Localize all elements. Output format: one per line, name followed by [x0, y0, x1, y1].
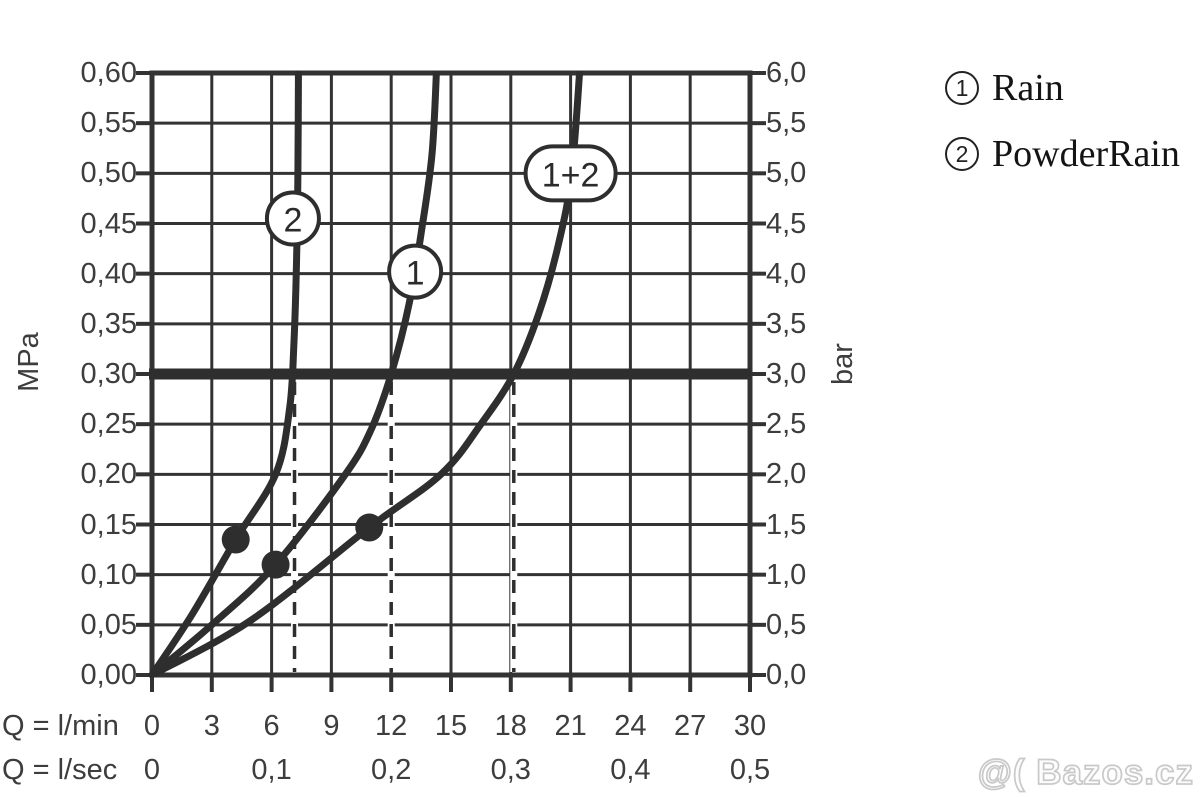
y-tick-label-mpa: 0,60 — [80, 57, 137, 89]
legend: 1 Rain 2 PowderRain — [945, 68, 1180, 200]
x-tick-label-lmin: 6 — [263, 710, 280, 742]
x-tick-label-lmin: 27 — [674, 710, 707, 742]
y-tick-label-bar: 2,0 — [766, 458, 807, 491]
y-tick-label-bar: 0,0 — [766, 659, 807, 691]
curves-group — [148, 70, 584, 678]
curve-rain — [148, 70, 440, 678]
x-tick-label-lsec: 0,4 — [610, 754, 651, 786]
y-tick-label-mpa: 0,35 — [80, 307, 137, 340]
legend-label-rain: Rain — [992, 67, 1064, 109]
data-point-marker — [221, 525, 250, 554]
data-point-marker — [355, 513, 384, 542]
x-tick-label-lmin: 12 — [375, 710, 408, 742]
x-tick-label-lsec: 0,2 — [371, 754, 412, 786]
y-tick-label-mpa: 0,45 — [80, 207, 137, 240]
y-tick-label-mpa: 0,00 — [80, 659, 137, 691]
x-tick-label-lmin: 24 — [614, 710, 647, 742]
y-tick-label-mpa: 0,50 — [80, 157, 137, 190]
y-tick-label-mpa: 0,15 — [80, 508, 137, 541]
y-tick-label-bar: 1,5 — [766, 508, 807, 541]
x-tick-label-lmin: 9 — [323, 710, 340, 742]
curve-label-text-1-2: 1+2 — [542, 156, 600, 194]
y-tick-label-mpa: 0,05 — [80, 608, 137, 641]
y-tick-label-mpa: 0,10 — [80, 558, 137, 591]
y-tick-label-bar: 5,0 — [766, 157, 807, 190]
x-tick-label-lsec: 0 — [143, 754, 161, 786]
y-axis-unit-mpa-label: MPa — [13, 332, 45, 392]
y-tick-label-bar: 2,5 — [766, 408, 807, 441]
x-tick-label-lsec: 0,3 — [490, 754, 531, 786]
y-tick-label-mpa: 0,30 — [80, 358, 137, 390]
x-tick-label-lsec: 0,1 — [251, 754, 292, 786]
curve-label-bubble-1 — [387, 243, 444, 300]
y-tick-label-mpa: 0,25 — [80, 408, 137, 441]
y-tick-label-mpa: 0,40 — [80, 257, 137, 290]
curve-powderrain — [148, 70, 302, 678]
y-tick-label-bar: 6,0 — [766, 57, 807, 89]
legend-label-powderrain: PowderRain — [992, 133, 1180, 175]
legend-item-powderrain: 2 PowderRain — [945, 134, 1180, 174]
y-tick-label-bar: 4,5 — [766, 207, 807, 240]
x-tick-label-lmin: 15 — [434, 710, 468, 742]
legend-symbol-1-icon: 1 — [945, 71, 979, 105]
y-tick-label-mpa: 0,20 — [80, 458, 137, 491]
y-tick-label-mpa: 0,55 — [80, 107, 137, 140]
y-tick-label-bar: 4,0 — [766, 257, 807, 290]
x-tick-label-lmin: 18 — [494, 710, 527, 742]
x-tick-label-lmin: 21 — [554, 710, 587, 742]
curve-label-bubble-1-2 — [523, 144, 618, 203]
y-tick-label-bar: 1,0 — [766, 558, 807, 591]
curve-label-text-1: 1 — [406, 255, 425, 293]
y-tick-label-bar: 3,5 — [766, 307, 807, 340]
x-axis-caption-lsec: Q = l/sec — [2, 754, 118, 786]
x-axis-caption-lmin: Q = l/min — [2, 710, 119, 742]
curve-label-bubble-2 — [264, 190, 321, 247]
x-tick-label-lmin: 0 — [143, 710, 161, 742]
legend-symbol-2-icon: 2 — [945, 137, 979, 171]
curve-rain-plus-powderrain — [148, 70, 584, 678]
data-point-marker — [261, 550, 290, 579]
curve-label-text-2: 2 — [283, 201, 302, 239]
legend-item-rain: 1 Rain — [945, 68, 1180, 108]
y-tick-label-bar: 5,5 — [766, 107, 807, 140]
y-tick-label-bar: 0,5 — [766, 608, 807, 641]
x-tick-label-lmin: 30 — [733, 710, 767, 742]
watermark-bazos: @( Bazos.cz — [977, 752, 1194, 793]
y-tick-label-bar: 3,0 — [766, 358, 807, 390]
x-tick-label-lsec: 0,5 — [729, 754, 771, 786]
x-tick-label-lmin: 3 — [203, 710, 220, 742]
